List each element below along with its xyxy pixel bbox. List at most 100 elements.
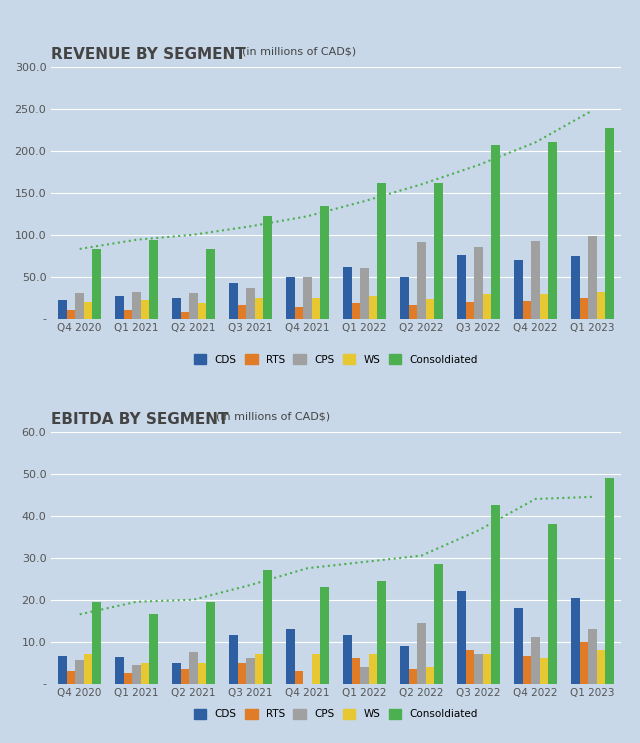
Bar xyxy=(246,288,255,319)
Bar xyxy=(207,249,215,319)
Bar xyxy=(571,256,579,319)
Bar xyxy=(124,673,132,684)
Bar xyxy=(408,669,417,684)
Bar xyxy=(588,236,596,319)
Bar xyxy=(474,247,483,319)
Bar xyxy=(457,255,465,319)
Bar xyxy=(417,242,426,319)
Bar xyxy=(246,658,255,684)
Legend: CDS, RTS, CPS, WS, Consoldiated: CDS, RTS, CPS, WS, Consoldiated xyxy=(189,705,483,724)
Bar xyxy=(465,650,474,684)
Bar xyxy=(172,663,180,684)
Bar xyxy=(596,650,605,684)
Bar xyxy=(229,282,237,319)
Bar xyxy=(264,571,272,684)
Bar xyxy=(522,301,531,319)
Bar xyxy=(426,666,435,684)
Bar xyxy=(115,657,124,684)
Text: (in millions of CAD$): (in millions of CAD$) xyxy=(216,412,330,422)
Bar xyxy=(255,299,264,319)
Bar xyxy=(198,302,207,319)
Bar xyxy=(321,206,329,319)
Bar xyxy=(189,293,198,319)
Bar xyxy=(84,302,93,319)
Bar xyxy=(286,277,294,319)
Bar xyxy=(351,658,360,684)
Bar xyxy=(180,669,189,684)
Bar xyxy=(540,658,548,684)
Text: (in millions of CAD$): (in millions of CAD$) xyxy=(242,47,356,56)
Bar xyxy=(605,128,614,319)
Bar xyxy=(150,614,158,684)
Bar xyxy=(483,654,492,684)
Bar xyxy=(400,646,408,684)
Bar xyxy=(76,293,84,319)
Bar xyxy=(457,591,465,684)
Bar xyxy=(237,305,246,319)
Bar xyxy=(408,305,417,319)
Bar xyxy=(58,300,67,319)
Bar xyxy=(286,629,294,684)
Bar xyxy=(264,216,272,319)
Bar xyxy=(426,299,435,319)
Bar xyxy=(522,656,531,684)
Bar xyxy=(93,249,101,319)
Bar xyxy=(492,145,500,319)
Bar xyxy=(312,654,321,684)
Bar xyxy=(255,654,264,684)
Bar xyxy=(369,296,378,319)
Bar xyxy=(67,310,76,319)
Bar xyxy=(303,277,312,319)
Text: EBITDA BY SEGMENT: EBITDA BY SEGMENT xyxy=(51,412,228,426)
Bar xyxy=(514,608,522,684)
Bar xyxy=(84,654,93,684)
Bar xyxy=(474,654,483,684)
Bar xyxy=(435,184,443,319)
Bar xyxy=(540,294,548,319)
Bar xyxy=(360,268,369,319)
Bar xyxy=(124,310,132,319)
Bar xyxy=(321,587,329,684)
Bar xyxy=(605,478,614,684)
Bar xyxy=(378,581,386,684)
Bar xyxy=(360,666,369,684)
Bar xyxy=(294,671,303,684)
Bar xyxy=(172,299,180,319)
Bar xyxy=(492,505,500,684)
Bar xyxy=(531,241,540,319)
Bar xyxy=(229,635,237,684)
Bar xyxy=(198,663,207,684)
Bar xyxy=(571,597,579,684)
Bar xyxy=(343,635,351,684)
Bar xyxy=(58,656,67,684)
Bar xyxy=(237,663,246,684)
Bar xyxy=(343,267,351,319)
Bar xyxy=(150,240,158,319)
Bar xyxy=(483,294,492,319)
Bar xyxy=(141,300,150,319)
Bar xyxy=(588,629,596,684)
Bar xyxy=(115,296,124,319)
Bar xyxy=(548,524,557,684)
Bar xyxy=(67,671,76,684)
Bar xyxy=(132,665,141,684)
Legend: CDS, RTS, CPS, WS, Consoldiated: CDS, RTS, CPS, WS, Consoldiated xyxy=(189,350,483,369)
Bar xyxy=(294,307,303,319)
Bar xyxy=(369,654,378,684)
Bar xyxy=(531,637,540,684)
Bar xyxy=(579,642,588,684)
Bar xyxy=(465,302,474,319)
Bar xyxy=(400,277,408,319)
Bar xyxy=(141,663,150,684)
Bar xyxy=(180,312,189,319)
Bar xyxy=(579,298,588,319)
Bar xyxy=(207,602,215,684)
Text: REVENUE BY SEGMENT: REVENUE BY SEGMENT xyxy=(51,47,246,62)
Bar xyxy=(312,298,321,319)
Bar xyxy=(132,292,141,319)
Bar xyxy=(548,142,557,319)
Bar xyxy=(189,652,198,684)
Bar xyxy=(378,183,386,319)
Bar xyxy=(93,602,101,684)
Bar xyxy=(514,260,522,319)
